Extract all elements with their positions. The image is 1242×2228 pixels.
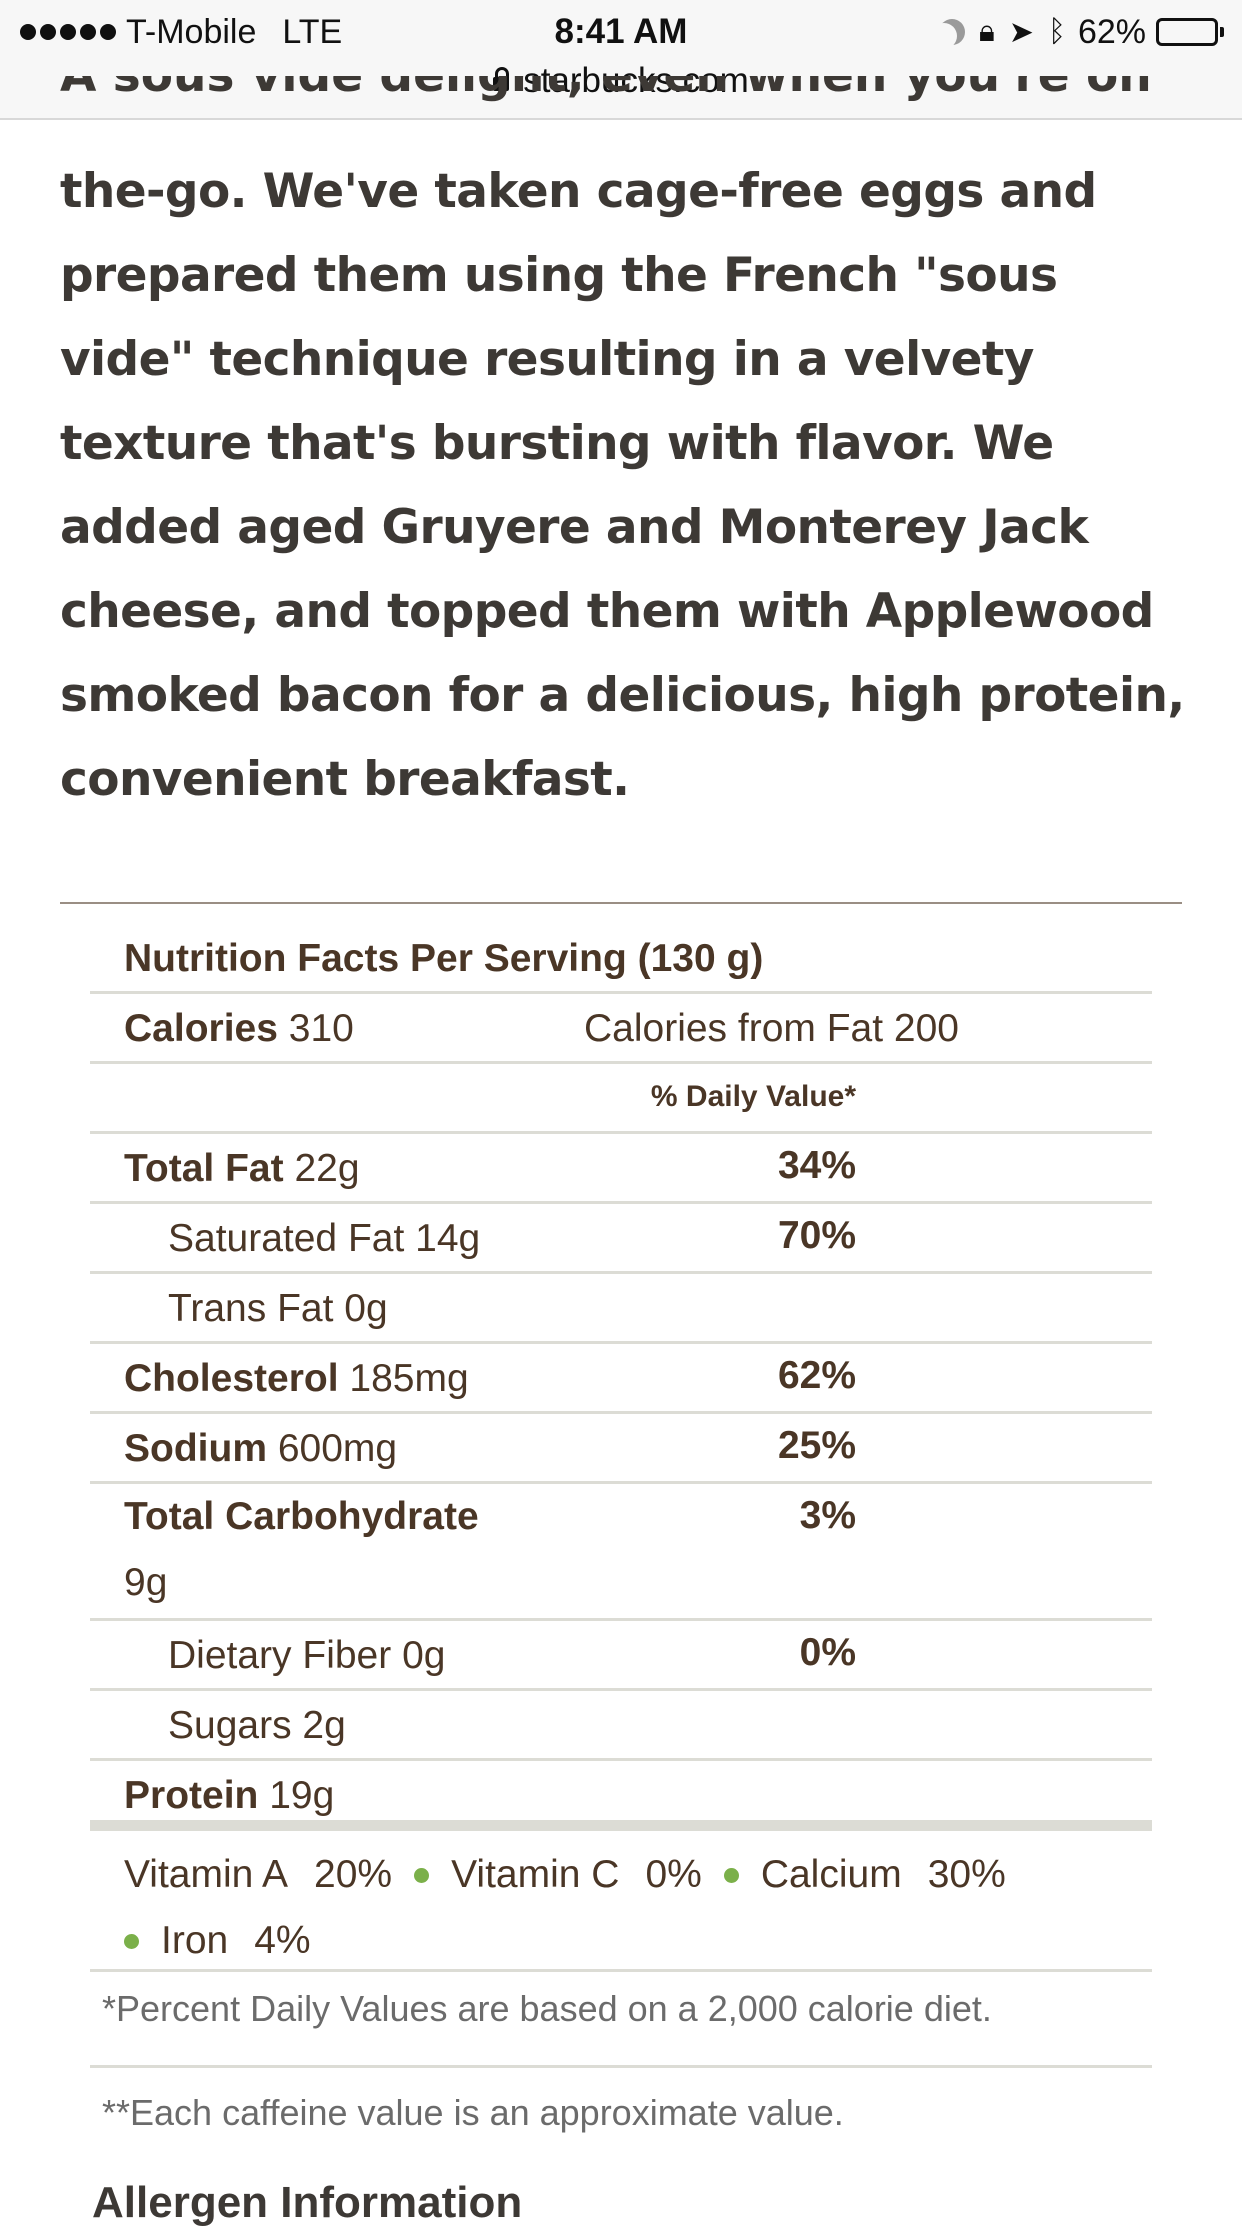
carrier-name: T-Mobile bbox=[126, 12, 257, 51]
bullet-icon bbox=[414, 1867, 430, 1883]
location-arrow-icon: ➤ bbox=[1008, 15, 1034, 49]
vitamin-value: 4% bbox=[254, 1919, 311, 1962]
vitamin-value: 0% bbox=[645, 1853, 702, 1896]
nutrient-name: Total Fat bbox=[124, 1147, 284, 1190]
iron: Iron 4% bbox=[161, 1919, 311, 1963]
vitamin-a: Vitamin A 20% bbox=[124, 1853, 392, 1897]
bluetooth-icon: ᛒ bbox=[1047, 15, 1066, 48]
nutrient-row-total-carbohydrate: Total Carbohydrate 9g 3% bbox=[90, 1484, 1152, 1621]
nutrient-name: Sodium bbox=[124, 1427, 267, 1470]
vitamins-line-2: Iron 4% bbox=[124, 1919, 311, 1963]
vitamin-name: Vitamin A bbox=[124, 1853, 289, 1896]
calories-from-fat: Calories from Fat 200 bbox=[584, 1007, 959, 1050]
signal-strength-icon bbox=[20, 24, 116, 40]
status-left: T-Mobile LTE bbox=[20, 8, 342, 56]
nutrient-daily-value: 0% bbox=[799, 1631, 856, 1674]
daily-value-header: % Daily Value* bbox=[650, 1080, 856, 1113]
daily-value-header-row: % Daily Value* bbox=[90, 1064, 1152, 1134]
vitamin-name: Iron bbox=[161, 1919, 229, 1962]
do-not-disturb-icon bbox=[931, 23, 957, 49]
nutrient-daily-value: 25% bbox=[777, 1424, 856, 1467]
url-text: starbucks.com bbox=[523, 61, 749, 100]
nutrient-amount: 19g bbox=[269, 1774, 335, 1817]
nutrient-name: Trans Fat bbox=[168, 1287, 334, 1330]
status-right: 🔒︎ ➤ ᛒ 62% bbox=[929, 8, 1224, 56]
battery-percent: 62% bbox=[1077, 12, 1146, 51]
nutrient-daily-value: 62% bbox=[777, 1354, 856, 1397]
battery-icon bbox=[1156, 18, 1224, 46]
address-bar[interactable]: starbucks.com bbox=[0, 58, 1242, 104]
status-bar: T-Mobile LTE 8:41 AM 🔒︎ ➤ ᛒ 62% starbuck… bbox=[0, 0, 1242, 120]
nutrient-row-sodium: Sodium 600mg 25% bbox=[90, 1414, 1152, 1484]
footnote-daily-values-text: *Percent Daily Values are based on a 2,0… bbox=[102, 1988, 992, 2029]
calcium: Calcium 30% bbox=[761, 1853, 1006, 1897]
divider bbox=[60, 902, 1182, 904]
nutrient-row-protein: Protein 19g bbox=[90, 1761, 1152, 1831]
nutrient-amount: 22g bbox=[294, 1147, 360, 1190]
nutrient-amount: 185mg bbox=[349, 1357, 469, 1400]
nutrient-name: Protein bbox=[124, 1774, 259, 1817]
nutrient-amount: 14g bbox=[415, 1217, 481, 1260]
nutrient-row-cholesterol: Cholesterol 185mg 62% bbox=[90, 1344, 1152, 1414]
nutrient-amount: 600mg bbox=[277, 1427, 398, 1470]
nutrition-header: Nutrition Facts Per Serving (130 g) bbox=[90, 924, 1152, 994]
vitamin-name: Calcium bbox=[760, 1853, 902, 1896]
vitamin-value: 20% bbox=[314, 1853, 393, 1896]
nutrient-row-saturated-fat: Saturated Fat 14g 70% bbox=[90, 1204, 1152, 1274]
calories-value: 310 bbox=[288, 1007, 354, 1050]
nutrient-label: Dietary Fiber 0g bbox=[168, 1621, 445, 1691]
description-cutoff-line: A sous vide delight, even when you're on bbox=[60, 76, 1200, 120]
nutrient-row-total-fat: Total Fat 22g 34% bbox=[90, 1134, 1152, 1204]
orientation-lock-icon: 🔒︎ bbox=[978, 15, 995, 48]
calories-cell: Calories 310 bbox=[124, 994, 354, 1064]
calories-row: Calories 310 Calories from Fat 200 bbox=[90, 994, 1152, 1064]
nutrient-label: Trans Fat 0g bbox=[168, 1274, 388, 1344]
product-description: the-go. We've taken cage-free eggs and p… bbox=[60, 164, 1185, 807]
footnote-caffeine: **Each caffeine value is an approximate … bbox=[90, 2068, 1152, 2164]
nutrient-label: Cholesterol 185mg bbox=[124, 1344, 469, 1414]
nutrient-label: Total Carbohydrate 9g bbox=[124, 1484, 479, 1616]
nutrition-table: Nutrition Facts Per Serving (130 g) Calo… bbox=[90, 924, 1152, 2164]
nutrient-daily-value: 34% bbox=[777, 1144, 856, 1187]
nutrient-amount: 0g bbox=[402, 1634, 446, 1677]
nutrient-name: Saturated Fat bbox=[168, 1217, 405, 1260]
nutrient-name: Total Carbohydrate bbox=[124, 1495, 479, 1538]
nutrient-name: Sugars bbox=[168, 1704, 292, 1747]
lock-icon bbox=[493, 67, 510, 91]
vitamin-c: Vitamin C 0% bbox=[451, 1853, 702, 1897]
nutrient-daily-value: 3% bbox=[799, 1494, 856, 1537]
nutrient-row-trans-fat: Trans Fat 0g bbox=[90, 1274, 1152, 1344]
nutrient-label: Total Fat 22g bbox=[124, 1134, 360, 1204]
vitamins-line-1: Vitamin A 20% Vitamin C 0% Calcium 30% bbox=[124, 1853, 1006, 1897]
vitamin-name: Vitamin C bbox=[451, 1853, 620, 1896]
nutrient-row-dietary-fiber: Dietary Fiber 0g 0% bbox=[90, 1621, 1152, 1691]
nutrient-row-sugars: Sugars 2g bbox=[90, 1691, 1152, 1761]
description-cutoff-text: A sous vide delight, even when you're on bbox=[60, 76, 1152, 103]
nutrient-daily-value: 70% bbox=[777, 1214, 856, 1257]
nutrient-amount: 0g bbox=[344, 1287, 388, 1330]
nutrient-label: Saturated Fat 14g bbox=[168, 1204, 480, 1274]
nutrient-amount: 2g bbox=[302, 1704, 346, 1747]
network-type: LTE bbox=[282, 12, 343, 51]
nutrient-label: Sodium 600mg bbox=[124, 1414, 397, 1484]
footnote-daily-values: *Percent Daily Values are based on a 2,0… bbox=[90, 1972, 1152, 2068]
nutrient-amount: 9g bbox=[124, 1561, 168, 1604]
allergen-heading: Allergen Information bbox=[92, 2178, 523, 2227]
bullet-icon bbox=[723, 1867, 739, 1883]
vitamins-row: Vitamin A 20% Vitamin C 0% Calcium 30% Iron… bbox=[90, 1831, 1152, 1972]
nutrition-header-text: Nutrition Facts Per Serving (130 g) bbox=[124, 937, 764, 980]
bullet-icon bbox=[124, 1933, 139, 1949]
nutrient-name: Cholesterol bbox=[124, 1357, 339, 1400]
nutrient-label: Protein 19g bbox=[124, 1761, 334, 1831]
nutrient-label: Sugars 2g bbox=[168, 1691, 346, 1761]
vitamin-value: 30% bbox=[927, 1853, 1006, 1896]
footnote-caffeine-text: **Each caffeine value is an approximate … bbox=[102, 2092, 844, 2133]
calories-label: Calories bbox=[124, 1007, 278, 1050]
nutrient-name: Dietary Fiber bbox=[168, 1634, 392, 1677]
